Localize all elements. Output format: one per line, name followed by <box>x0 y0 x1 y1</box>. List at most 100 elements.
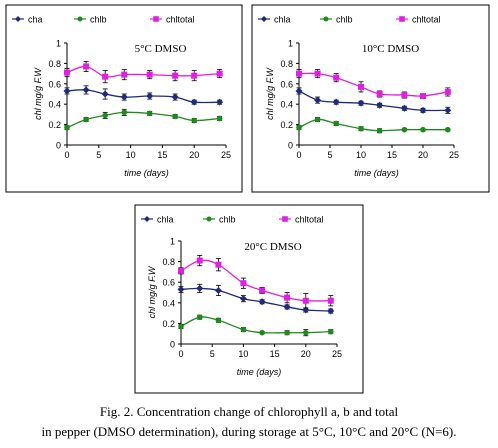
data-point-chlb <box>284 329 290 336</box>
figure-caption-line-2: in pepper (DMSO determination), during s… <box>41 424 457 439</box>
legend-label-chlb: chlb <box>336 15 353 25</box>
data-point-chlb <box>178 323 184 330</box>
x-axis-title: time (days) <box>237 367 282 377</box>
data-point-chltotal <box>420 93 426 100</box>
data-point-chla <box>146 92 154 100</box>
legend-marker-chla <box>144 216 150 222</box>
y-tick-label: 0.2 <box>48 120 61 130</box>
series-chla <box>63 85 224 106</box>
x-tick-label: 0 <box>296 150 301 160</box>
chart-title: 20°C DMSO <box>244 241 301 253</box>
data-point-chltotal <box>259 287 266 294</box>
data-point-chlb <box>196 314 203 321</box>
y-axis-title: chl mg/g F.W <box>147 265 157 318</box>
y-tick-label: 1 <box>170 237 175 247</box>
data-point-chltotal <box>216 70 223 77</box>
data-point-chlb <box>376 127 383 134</box>
x-axis-title: time (days) <box>124 168 169 178</box>
data-point-chlb <box>358 125 364 132</box>
data-point-chltotal <box>172 72 179 79</box>
panel-frame <box>251 4 490 193</box>
data-point-chltotal <box>121 71 128 78</box>
data-point-chlb <box>296 124 302 131</box>
y-tick-label: 0.4 <box>280 100 293 110</box>
legend-marker-chlb <box>77 16 83 22</box>
panel-frame <box>134 204 364 394</box>
data-point-chlb <box>420 126 426 133</box>
y-axis-title: chl mg/g F.W <box>265 67 275 120</box>
legend-marker-chla <box>261 16 267 22</box>
data-point-chla <box>419 106 427 114</box>
legend-label-chlb: chlb <box>219 215 236 225</box>
data-point-chltotal <box>178 267 184 274</box>
data-point-chltotal <box>327 297 334 304</box>
data-point-chla <box>196 284 204 292</box>
data-point-chlb <box>333 120 340 127</box>
data-point-chlb <box>303 329 309 336</box>
data-point-chla <box>101 90 109 98</box>
series-chlb <box>296 116 451 134</box>
data-point-chla <box>332 98 340 106</box>
y-tick-label: 0 <box>56 141 61 151</box>
legend-label-chla: chla <box>157 215 174 225</box>
legend-label-chla: cha <box>28 15 43 25</box>
legend-label-chltotal: chltotal <box>166 15 195 25</box>
series-chlb <box>178 314 334 337</box>
data-point-chltotal <box>401 92 408 99</box>
x-tick-label: 20 <box>189 150 199 160</box>
data-point-chla <box>295 87 303 95</box>
data-point-chlb <box>64 124 70 131</box>
data-point-chla <box>400 104 408 112</box>
legend-marker-chlb <box>206 216 212 222</box>
data-point-chlb <box>83 116 89 123</box>
x-tick-label: 25 <box>221 150 231 160</box>
y-tick-label: 0.4 <box>48 100 61 110</box>
data-point-chla <box>283 303 291 311</box>
y-tick-label: 0.4 <box>162 298 175 308</box>
x-tick-label: 10 <box>356 150 366 160</box>
data-point-chlb <box>401 126 408 133</box>
x-tick-label: 0 <box>178 349 183 359</box>
y-tick-label: 0.6 <box>162 278 175 288</box>
legend-label-chlb: chlb <box>90 15 107 25</box>
y-tick-label: 1 <box>288 39 293 49</box>
data-point-chlb <box>121 109 128 116</box>
chart-title: 10°C DMSO <box>362 43 419 55</box>
legend-marker-chla <box>15 16 21 22</box>
data-point-chla <box>258 298 266 306</box>
legend-label-chltotal: chltotal <box>412 15 441 25</box>
x-tick-label: 25 <box>332 349 342 359</box>
data-point-chltotal <box>333 74 340 81</box>
x-tick-label: 5 <box>327 150 332 160</box>
data-point-chltotal <box>83 63 90 70</box>
legend-marker-chltotal <box>282 216 288 222</box>
series-chla <box>295 87 452 114</box>
data-point-chltotal <box>102 73 109 80</box>
data-point-chltotal <box>240 280 247 287</box>
y-tick-label: 0.8 <box>280 59 293 69</box>
series-chltotal <box>178 255 334 309</box>
data-point-chlb <box>146 110 153 117</box>
data-point-chltotal <box>444 88 451 95</box>
chart-title: 5°C DMSO <box>135 43 187 55</box>
x-tick-label: 10 <box>238 349 248 359</box>
figure-caption-line-1: Fig. 2. Concentration change of chloroph… <box>99 404 399 419</box>
data-point-chla <box>177 285 185 293</box>
x-tick-label: 5 <box>96 150 101 160</box>
data-point-chlb <box>215 317 222 324</box>
legend: chla chlb chltotal <box>141 215 324 225</box>
series-chlb <box>64 108 223 131</box>
y-tick-label: 1 <box>56 39 61 49</box>
data-point-chltotal <box>64 69 70 76</box>
data-point-chltotal <box>376 91 383 97</box>
y-tick-label: 0.2 <box>280 120 293 130</box>
legend-marker-chlb <box>323 16 329 22</box>
data-point-chlb <box>191 117 197 124</box>
y-tick-label: 0.6 <box>48 79 61 89</box>
data-point-chla <box>376 101 384 109</box>
series-chltotal <box>64 60 223 84</box>
data-point-chla <box>120 93 128 101</box>
